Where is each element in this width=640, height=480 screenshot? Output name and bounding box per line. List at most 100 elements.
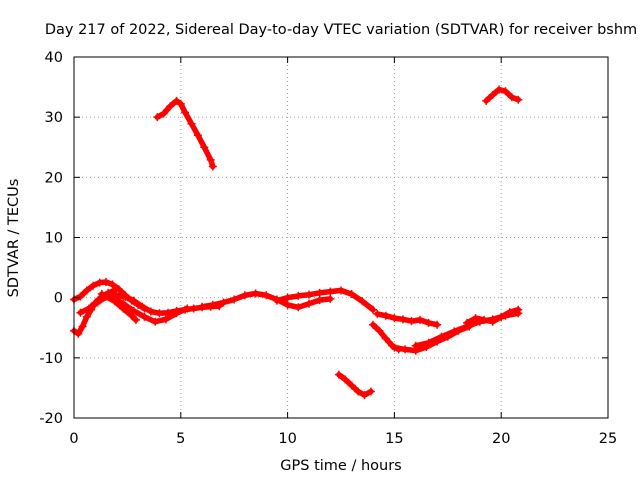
data-point [416, 315, 425, 324]
x-tick-label: 10 [278, 431, 296, 447]
data-point [219, 298, 228, 307]
data-point [206, 155, 215, 164]
data-point [326, 294, 335, 303]
x-tick-label: 15 [385, 431, 403, 447]
data-point [450, 327, 459, 336]
x-tick-label: 0 [69, 431, 78, 447]
data-point [108, 293, 117, 302]
data-point [354, 387, 363, 396]
data-point [390, 314, 399, 323]
data-point [200, 143, 209, 152]
data-point [381, 311, 390, 320]
data-point [166, 102, 175, 111]
data-point [89, 281, 98, 290]
data-point [497, 312, 506, 321]
y-tick-label: 20 [45, 170, 63, 186]
data-point [501, 87, 510, 96]
data-point [151, 317, 160, 326]
x-tick-label: 25 [599, 431, 617, 447]
data-point [140, 312, 149, 321]
data-point [283, 300, 292, 309]
data-point [334, 370, 343, 379]
data-point [369, 320, 378, 329]
y-tick-label: 10 [45, 231, 63, 247]
axis-ticks: 0 5 10 15 20 25 -20 -10 0 10 20 30 40 [39, 50, 617, 447]
data-point [187, 119, 196, 128]
data-point [347, 290, 356, 299]
data-point [390, 343, 399, 352]
x-tick-label: 5 [176, 431, 185, 447]
data-point [102, 278, 111, 287]
data-point [97, 290, 106, 299]
data-point [488, 317, 497, 326]
data-point [251, 289, 260, 298]
data-point [375, 326, 384, 335]
data-point [304, 290, 313, 299]
data-point [514, 95, 523, 104]
data-point [495, 85, 504, 94]
data-point [424, 338, 433, 347]
data-point [172, 96, 181, 105]
y-tick-label: 40 [45, 50, 63, 66]
data-point [183, 304, 192, 313]
data-point [337, 286, 345, 295]
data-point [74, 329, 83, 338]
y-tick-label: 30 [45, 110, 63, 126]
data-point [411, 341, 420, 350]
data-series-group [70, 85, 523, 400]
data-point [326, 287, 335, 296]
data-point [138, 302, 147, 311]
data-point [76, 308, 85, 317]
data-point [294, 291, 303, 300]
data-point [208, 162, 217, 171]
data-point [341, 375, 350, 384]
data-point [153, 113, 162, 122]
y-tick-label: 0 [54, 291, 63, 307]
data-point [488, 90, 497, 99]
data-point [131, 315, 140, 324]
data-point [181, 108, 190, 117]
y-tick-label: -10 [39, 351, 63, 367]
data-point [315, 296, 324, 305]
grid-lines [74, 57, 608, 418]
data-point [127, 311, 136, 320]
data-point [78, 322, 87, 331]
data-point [480, 315, 489, 324]
data-point [398, 315, 407, 324]
data-point [208, 300, 217, 309]
series-arc-8 [274, 287, 376, 313]
data-point [463, 318, 472, 327]
data-point [433, 320, 442, 329]
data-point [230, 295, 239, 304]
data-point [146, 307, 155, 316]
data-point [129, 306, 138, 315]
data-point [360, 391, 369, 400]
y-axis-label: SDTVAR / TECUs [6, 179, 22, 298]
data-point [87, 302, 96, 311]
data-point [401, 345, 410, 354]
data-point [347, 381, 356, 390]
data-point [121, 293, 130, 302]
data-point [272, 296, 281, 305]
data-point [119, 299, 128, 308]
data-point [373, 309, 382, 318]
data-point [155, 309, 164, 318]
data-point [95, 296, 104, 305]
data-point [262, 291, 271, 300]
data-point [514, 305, 523, 314]
data-point [82, 312, 91, 321]
data-point [381, 334, 390, 343]
x-tick-label: 20 [492, 431, 510, 447]
data-point [159, 109, 168, 118]
data-point [161, 315, 170, 324]
data-point [369, 305, 378, 314]
data-point [315, 288, 324, 297]
x-axis-label: GPS time / hours [280, 458, 401, 474]
data-point [407, 317, 416, 326]
data-point [193, 131, 202, 140]
data-point [172, 309, 181, 318]
data-point [76, 292, 85, 301]
data-point [471, 314, 480, 323]
data-point [437, 332, 446, 341]
